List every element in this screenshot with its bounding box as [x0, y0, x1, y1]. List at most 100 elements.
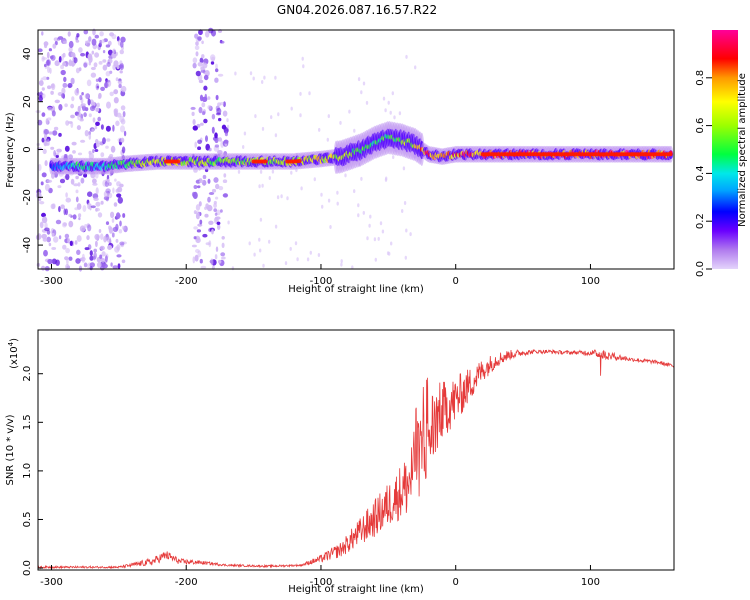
noise-dot	[362, 81, 366, 86]
noise-dot	[217, 73, 224, 77]
noise-dot	[104, 255, 108, 263]
noise-dot	[37, 48, 43, 53]
spectrogram-y-label: Frequency (Hz)	[5, 112, 16, 188]
noise-dot	[402, 166, 406, 171]
noise-dot	[197, 139, 203, 145]
noise-dot	[77, 152, 83, 156]
colorbar-gradient	[712, 30, 738, 269]
noise-dot	[67, 31, 71, 37]
noise-dot	[199, 57, 204, 64]
noise-dot	[117, 263, 121, 269]
noise-dot	[362, 210, 365, 215]
noise-dot	[280, 194, 283, 199]
noise-dot	[381, 229, 385, 234]
noise-dot	[192, 57, 198, 64]
noise-dot	[76, 125, 81, 131]
noise-dot	[120, 36, 126, 43]
noise-dot	[123, 130, 127, 137]
noise-dot	[198, 106, 203, 114]
noise-dot	[100, 152, 105, 158]
noise-dot	[116, 112, 122, 118]
noise-dot	[357, 77, 361, 82]
noise-dot	[309, 250, 312, 255]
noise-dot	[39, 221, 44, 229]
noise-dot	[207, 96, 211, 100]
noise-dot	[201, 40, 204, 45]
noise-dot	[327, 198, 331, 203]
spectrogram-x-tick-label: 0	[453, 276, 459, 287]
noise-dot	[105, 44, 111, 48]
noise-dot	[46, 51, 50, 59]
noise-dot	[353, 128, 356, 133]
noise-dot	[95, 121, 100, 127]
noise-dot	[47, 106, 53, 111]
noise-dot	[326, 137, 329, 142]
noise-dot	[88, 36, 92, 42]
spectrogram-x-label: Height of straight line (km)	[288, 284, 424, 295]
noise-dot	[75, 39, 80, 43]
noise-dot	[51, 173, 55, 179]
noise-dot	[294, 241, 298, 246]
snr-y-scale: (x104)	[7, 338, 20, 369]
noise-dot	[62, 222, 67, 228]
noise-dot	[213, 203, 218, 209]
noise-dot	[223, 193, 229, 198]
noise-dot	[194, 33, 199, 39]
spectrogram-y-tick-label: -20	[22, 189, 33, 205]
noise-dot	[202, 174, 207, 180]
noise-dot	[120, 125, 125, 133]
snr-frame	[37, 329, 675, 571]
noise-dot	[53, 37, 59, 42]
noise-dot	[194, 141, 197, 148]
noise-dot	[93, 248, 97, 253]
noise-dot	[195, 212, 200, 220]
noise-dot	[44, 160, 48, 167]
noise-dot	[237, 169, 241, 174]
noise-dot	[86, 79, 92, 87]
noise-dot	[42, 76, 48, 81]
noise-dot	[116, 244, 121, 251]
noise-dot	[195, 249, 200, 253]
noise-dot	[97, 116, 101, 122]
noise-dot	[99, 31, 104, 37]
noise-dot	[224, 131, 228, 137]
noise-dot	[329, 225, 332, 229]
noise-dot	[339, 120, 342, 125]
noise-dot	[377, 236, 380, 241]
noise-dot	[106, 236, 112, 243]
noise-dot	[41, 265, 46, 271]
spectrogram-ridge	[49, 121, 674, 175]
noise-dot	[200, 265, 207, 269]
noise-dot	[259, 217, 263, 222]
noise-dot	[340, 259, 343, 264]
noise-dot	[79, 118, 84, 122]
noise-dot	[92, 178, 97, 184]
noise-dot	[114, 178, 117, 182]
noise-dot	[214, 254, 218, 260]
noise-dot	[91, 101, 96, 107]
noise-dot	[340, 262, 343, 267]
noise-dot	[198, 29, 203, 36]
noise-dot	[261, 80, 264, 84]
noise-dot	[61, 87, 66, 95]
noise-dot	[106, 101, 111, 109]
noise-dot	[67, 238, 70, 244]
noise-dot	[248, 241, 251, 246]
noise-dot	[115, 223, 119, 231]
noise-dot	[100, 233, 104, 240]
noise-dot	[65, 120, 70, 126]
noise-dot	[254, 114, 257, 119]
noise-dot	[219, 102, 224, 106]
noise-dot	[217, 224, 221, 230]
noise-dot	[94, 149, 99, 152]
noise-dot	[214, 212, 218, 216]
noise-dot	[58, 56, 62, 63]
noise-dot	[103, 195, 109, 201]
noise-dot	[211, 188, 217, 193]
colorbar-tick-label: 0.8	[695, 70, 706, 86]
noise-dot	[98, 77, 102, 83]
noise-dot	[90, 72, 97, 78]
noise-dot	[94, 34, 100, 39]
noise-dot	[106, 178, 110, 183]
